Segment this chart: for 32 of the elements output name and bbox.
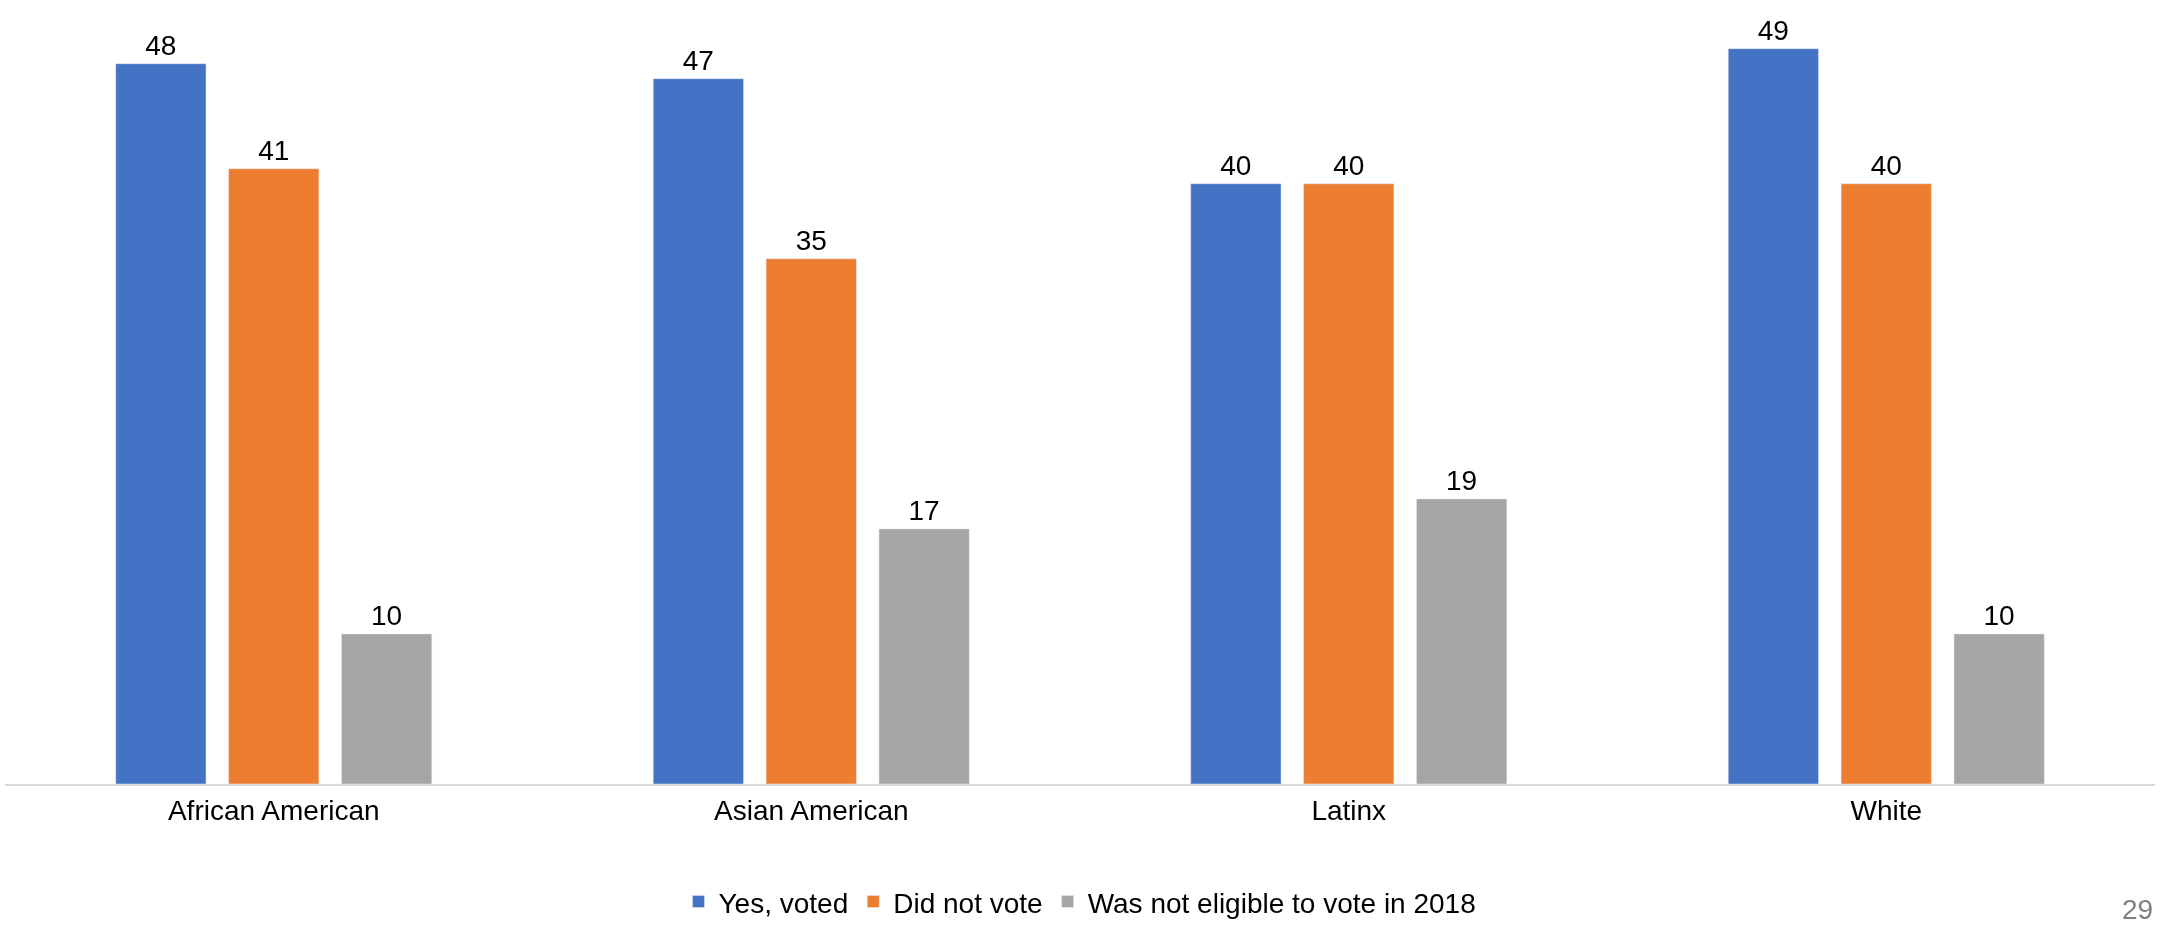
legend-label: Yes, voted bbox=[718, 887, 849, 919]
bar bbox=[878, 528, 970, 784]
legend-label: Was not eligible to vote in 2018 bbox=[1087, 887, 1476, 919]
data-label: 49 bbox=[1757, 14, 1789, 46]
data-label: 40 bbox=[1870, 149, 1902, 181]
bar bbox=[1727, 48, 1819, 784]
x-tick-label: African American bbox=[167, 794, 380, 826]
bar bbox=[765, 258, 857, 784]
data-label: 48 bbox=[145, 29, 177, 61]
text: 29 bbox=[2122, 894, 2154, 925]
data-label: 40 bbox=[1220, 149, 1252, 181]
bar bbox=[1303, 183, 1395, 784]
data-label: 10 bbox=[1983, 599, 2015, 631]
data-label: 19 bbox=[1446, 464, 1478, 496]
bar bbox=[1953, 633, 2045, 784]
bar bbox=[228, 168, 320, 784]
data-label: 47 bbox=[682, 44, 714, 76]
x-tick-label: White bbox=[1850, 794, 1923, 826]
bar bbox=[341, 633, 433, 784]
data-label: 10 bbox=[371, 599, 403, 631]
bar bbox=[1416, 498, 1508, 784]
legend-label: Did not vote bbox=[893, 887, 1043, 919]
data-label: 17 bbox=[908, 494, 940, 526]
bar bbox=[1840, 183, 1932, 784]
x-tick-label: Asian American bbox=[713, 794, 909, 826]
bar bbox=[652, 78, 744, 784]
x-tick-label: Latinx bbox=[1311, 794, 1387, 826]
data-label: 41 bbox=[258, 134, 290, 166]
bar bbox=[1190, 183, 1282, 784]
data-label: 40 bbox=[1333, 149, 1365, 181]
data-label: 35 bbox=[795, 224, 827, 256]
bar bbox=[115, 63, 207, 784]
